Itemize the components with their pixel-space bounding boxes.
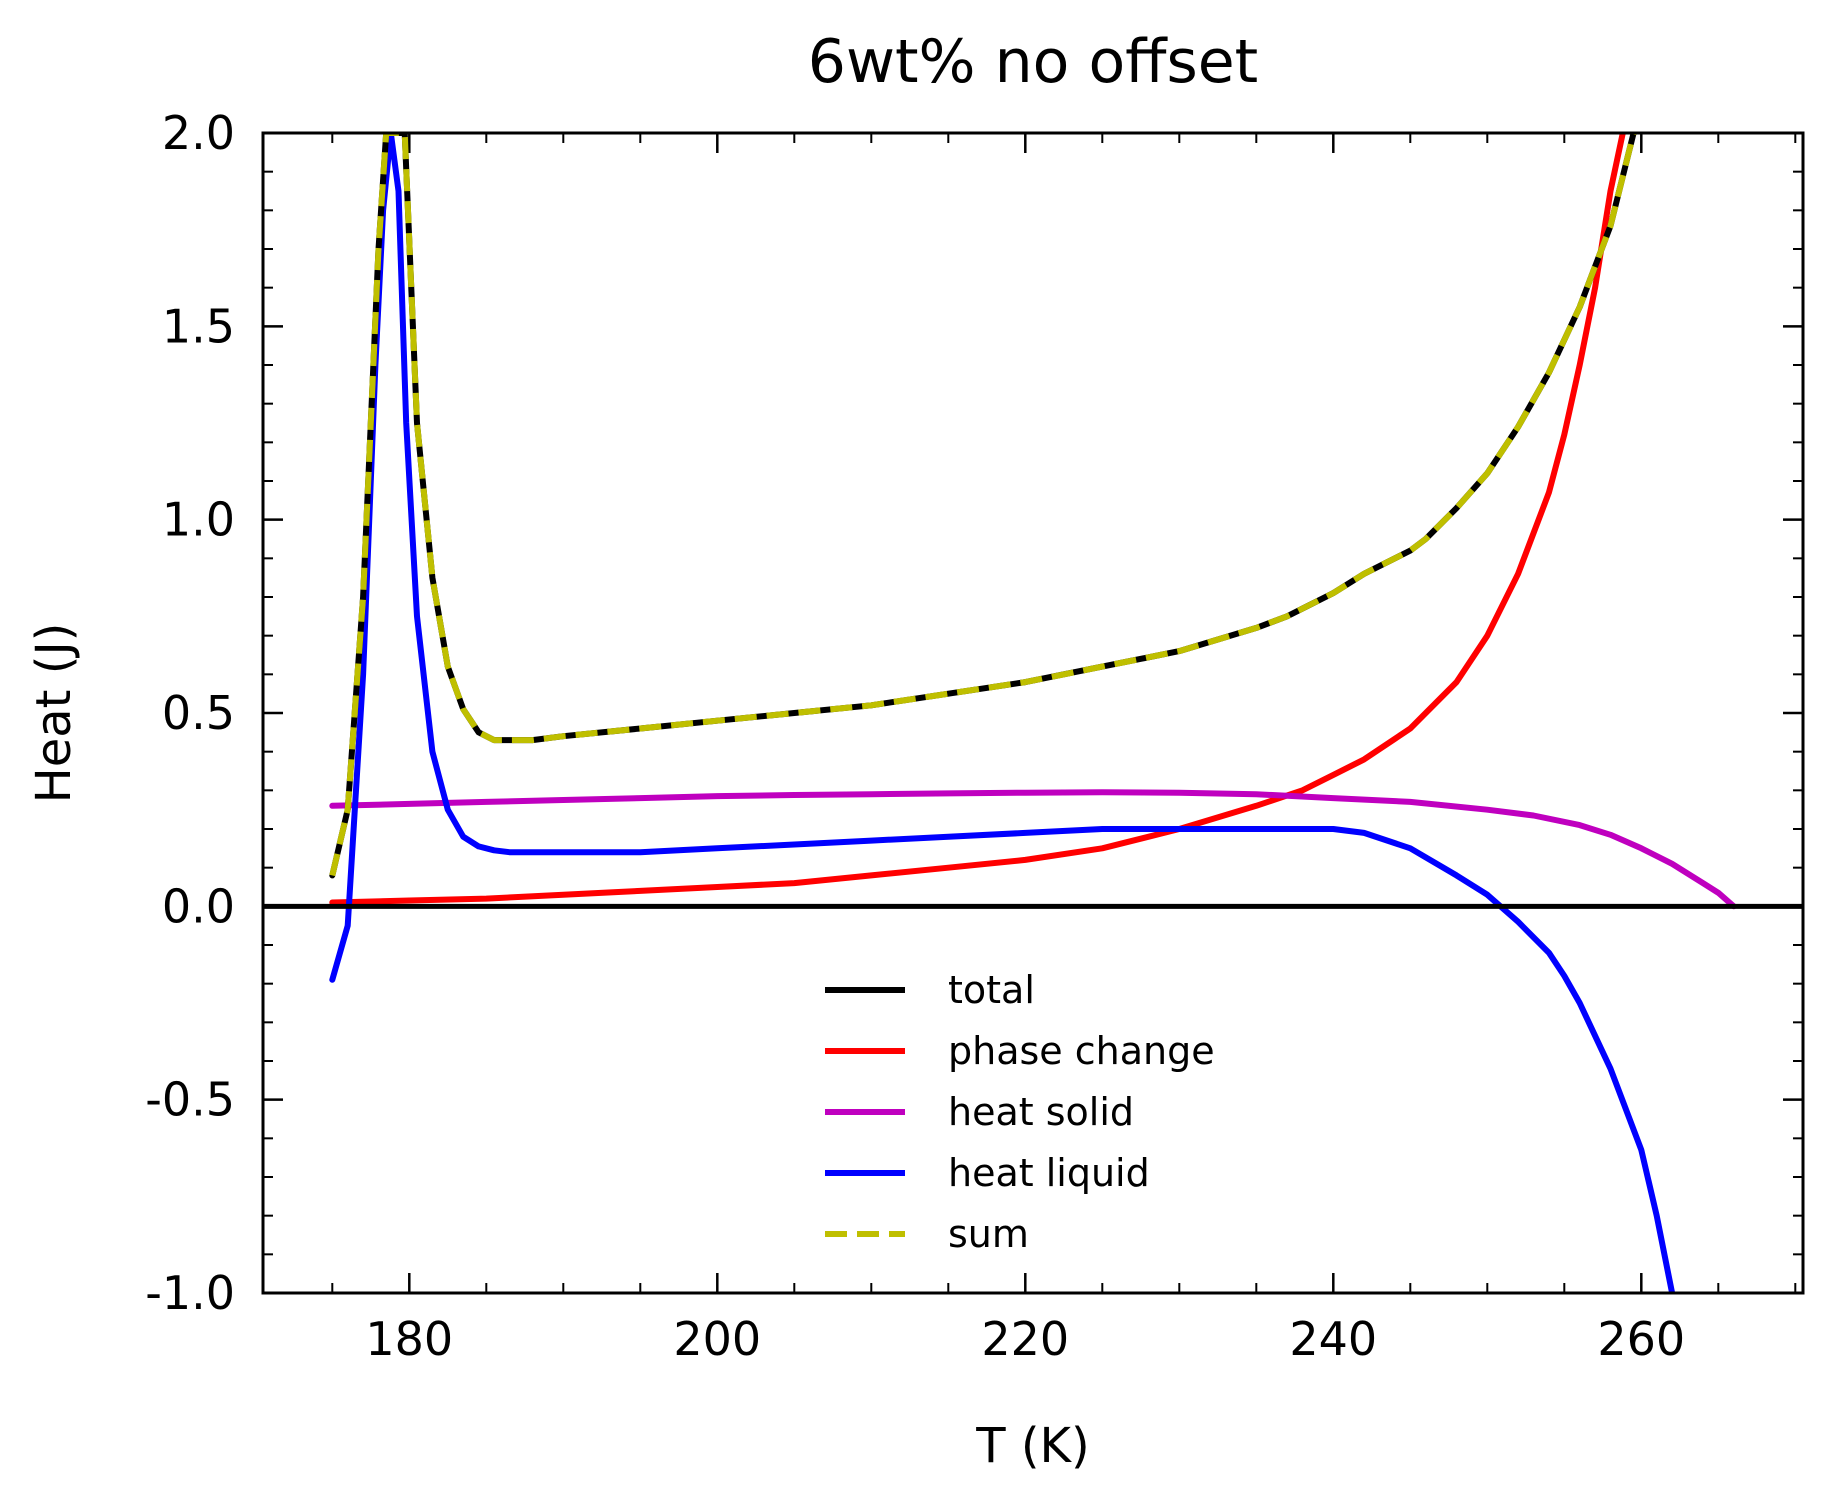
legend: total phase change heat solid heat liquid su…: [825, 968, 1215, 1256]
x-tick-label: 220: [981, 1312, 1069, 1366]
y-tick-label: 1.5: [162, 299, 235, 353]
series-line-heat-liquid: [329, 133, 1676, 1293]
legend-label-heat-solid: heat solid: [948, 1090, 1134, 1134]
legend-label-phase-change: phase change: [948, 1029, 1215, 1073]
x-tick-label: 200: [673, 1312, 761, 1366]
y-axis-label: Heat (J): [26, 623, 82, 804]
x-tick-label: 180: [365, 1312, 453, 1366]
y-tick-label: 2.0: [162, 106, 235, 160]
plot-frame: [261, 131, 1805, 1295]
series-line-sum: [329, 133, 1637, 877]
legend-label-sum: sum: [948, 1212, 1029, 1256]
y-tick-label: -1.0: [145, 1266, 235, 1320]
legend-label-heat-liquid: heat liquid: [948, 1151, 1150, 1195]
legend-label-total: total: [948, 968, 1035, 1012]
chart-title: 6wt% no offset: [808, 27, 1258, 97]
series-line-heat-solid: [329, 789, 1737, 910]
y-tick-label: 0.5: [162, 686, 235, 740]
x-tick-label: 260: [1597, 1312, 1685, 1366]
plot-area-background: [263, 133, 1803, 1293]
x-axis-label: T (K): [975, 1418, 1090, 1474]
y-tick-label: 0.0: [162, 879, 235, 933]
y-tick-label: 1.0: [162, 493, 235, 547]
series-lines: [263, 133, 1803, 1293]
x-tick-label: 240: [1289, 1312, 1377, 1366]
y-tick-label: -0.5: [145, 1073, 235, 1127]
